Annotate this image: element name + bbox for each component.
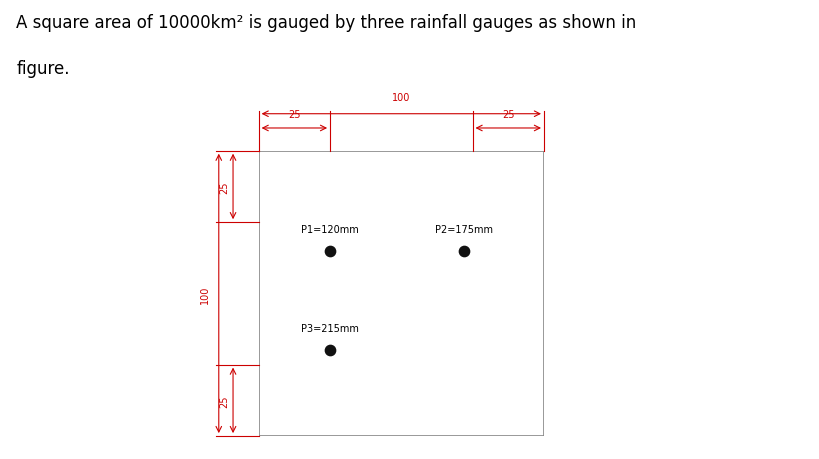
Text: 100: 100 xyxy=(200,285,210,303)
Text: 100: 100 xyxy=(392,93,410,103)
Text: P3=215mm: P3=215mm xyxy=(301,324,359,334)
Text: 25: 25 xyxy=(288,110,301,120)
Point xyxy=(324,347,337,354)
Text: 25: 25 xyxy=(502,110,514,120)
Point xyxy=(324,247,337,255)
Text: figure.: figure. xyxy=(16,60,70,78)
Text: 25: 25 xyxy=(219,394,229,407)
Text: 25: 25 xyxy=(219,181,229,193)
Text: A square area of 10000km² is gauged by three rainfall gauges as shown in: A square area of 10000km² is gauged by t… xyxy=(16,14,636,32)
Text: P1=120mm: P1=120mm xyxy=(301,224,359,234)
Point xyxy=(458,247,471,255)
Text: P2=175mm: P2=175mm xyxy=(435,224,493,234)
